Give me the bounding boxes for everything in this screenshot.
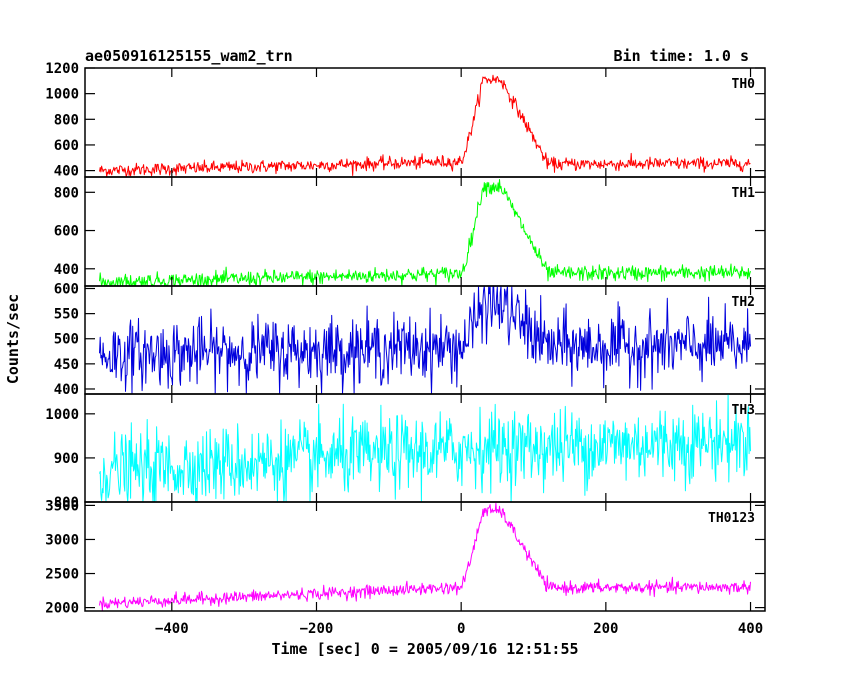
series-th0123 xyxy=(99,502,751,612)
series-th0 xyxy=(99,74,751,178)
y-tick-label: 1200 xyxy=(45,61,79,77)
panel-frame xyxy=(84,501,766,612)
y-tick-label: 2500 xyxy=(45,567,79,583)
y-tick-label: 400 xyxy=(54,262,79,278)
panel-label-th1: TH1 xyxy=(732,186,756,201)
bin-time-label: Bin time: 1.0 s xyxy=(614,47,749,65)
x-tick-label: −200 xyxy=(300,621,334,637)
y-tick-label: 500 xyxy=(54,332,79,348)
y-tick-label: 600 xyxy=(54,138,79,154)
panel-label-th0: TH0 xyxy=(732,77,756,92)
panel-frame xyxy=(84,176,766,287)
panel-th0: 400 600 800 1000 1200 TH0 xyxy=(45,61,766,180)
y-tick-label: 800 xyxy=(54,112,79,128)
chart-title: ae050916125155_wam2_trn xyxy=(85,47,293,65)
series-th3 xyxy=(99,393,751,503)
y-tick-label: 1000 xyxy=(45,407,79,423)
y-tick-label: 400 xyxy=(54,164,79,180)
x-axis-ticks: −400 −200 0 200 400 xyxy=(155,621,763,637)
y-tick-label: 800 xyxy=(54,185,79,201)
panel-th1: 400 600 800 TH1 xyxy=(54,176,766,287)
y-tick-label: 550 xyxy=(54,307,79,323)
series-th2 xyxy=(99,285,751,395)
series-th1 xyxy=(99,179,751,287)
x-tick-label: 400 xyxy=(738,621,763,637)
y-tick-label: 600 xyxy=(54,282,79,298)
x-tick-label: 0 xyxy=(457,621,465,637)
y-tick-label: 1000 xyxy=(45,87,79,103)
panels-group: 400 600 800 1000 1200 TH0 400 600 800 TH1 400 450 50… xyxy=(45,61,766,617)
panel-label-th2: TH2 xyxy=(732,295,755,310)
y-tick-label: 400 xyxy=(54,382,79,398)
x-axis-label: Time [sec] 0 = 2005/09/16 12:51:55 xyxy=(271,640,578,658)
panel-label-th3: TH3 xyxy=(732,403,755,418)
panel-th3: 800 900 1000 TH3 xyxy=(45,393,766,511)
y-tick-label: 600 xyxy=(54,224,79,240)
y-tick-label: 2000 xyxy=(45,601,79,617)
y-tick-label: 3000 xyxy=(45,532,79,548)
y-tick-label: 3500 xyxy=(45,498,79,514)
y-tick-label: 450 xyxy=(54,357,79,373)
x-tick-label: 200 xyxy=(593,621,618,637)
y-axis-label: Counts/sec xyxy=(4,294,22,384)
x-tick-label: −400 xyxy=(155,621,189,637)
y-tick-label: 800 xyxy=(54,495,79,511)
panel-th0123: 2000 2500 3000 3500 TH0123 xyxy=(45,498,766,617)
y-tick-label: 900 xyxy=(54,451,79,467)
panel-th2: 400 450 500 550 600 TH2 xyxy=(54,282,766,398)
panel-label-th0123: TH0123 xyxy=(708,511,755,526)
